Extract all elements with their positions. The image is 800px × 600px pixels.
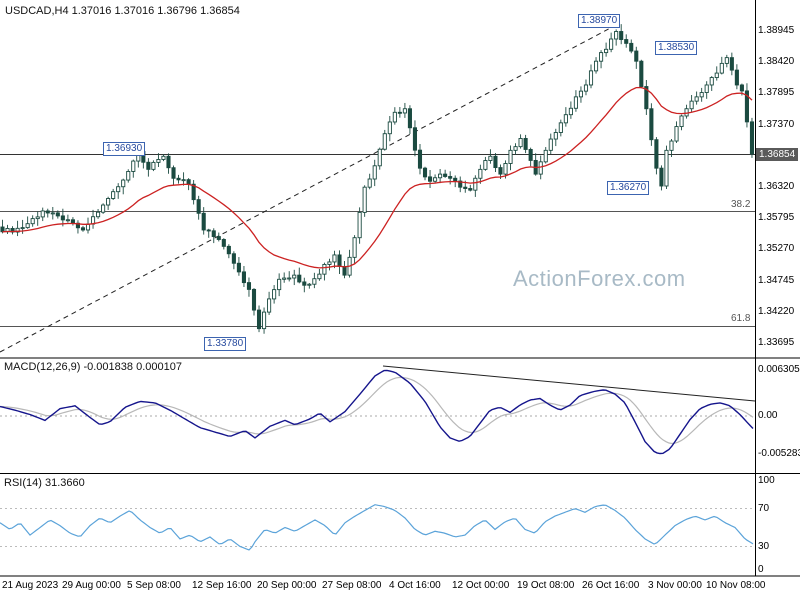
fib-label-382: 38.2	[731, 199, 751, 210]
chart-title: USDCAD,H4 1.37016 1.37016 1.36796 1.3685…	[5, 5, 240, 17]
macd-label: MACD(12,26,9) -0.001838 0.000107	[4, 361, 182, 373]
y-axis-tick: 1.36320	[758, 181, 795, 192]
x-axis-label: 26 Oct 16:00	[582, 580, 640, 591]
price-annotation: 1.38970	[578, 14, 621, 28]
x-axis-label: 5 Sep 08:00	[127, 580, 181, 591]
x-axis-label: 29 Aug 00:00	[62, 580, 121, 591]
macd-axis-tick: 0.00	[758, 410, 778, 421]
y-axis-tick: 1.37895	[758, 87, 795, 98]
x-axis-label: 4 Oct 16:00	[389, 580, 441, 591]
x-axis-label: 27 Sep 08:00	[322, 580, 382, 591]
x-axis-label: 19 Oct 08:00	[517, 580, 575, 591]
y-axis-tick: 1.38420	[758, 56, 795, 67]
y-axis-tick: 1.38945	[758, 25, 795, 36]
rsi-label: RSI(14) 31.3660	[4, 477, 85, 489]
rsi-axis-tick: 0	[758, 564, 764, 575]
x-axis-label: 3 Nov 00:00	[648, 580, 702, 591]
price-annotation: 1.36930	[103, 142, 146, 156]
rsi-axis-tick: 30	[758, 541, 770, 552]
watermark: ActionForex.com	[513, 266, 686, 291]
x-axis-label: 10 Nov 08:00	[706, 580, 766, 591]
fib-label-618: 61.8	[731, 313, 751, 324]
price-annotation: 1.36270	[607, 181, 650, 195]
y-axis-tick: 1.34745	[758, 275, 795, 286]
x-axis-label: 20 Sep 00:00	[257, 580, 317, 591]
price-annotation: 1.33780	[204, 337, 247, 351]
macd-axis-tick: -0.005283	[758, 448, 800, 459]
y-axis-tick: 1.34220	[758, 306, 795, 317]
current-price-tag: 1.36854	[756, 148, 799, 161]
rsi-axis-tick: 70	[758, 503, 770, 514]
rsi-axis-tick: 100	[758, 475, 775, 486]
y-axis-tick: 1.33695	[758, 337, 795, 348]
price-annotation: 1.38530	[655, 41, 698, 55]
y-axis-tick: 1.37370	[758, 119, 795, 130]
y-axis-tick: 1.35795	[758, 212, 795, 223]
macd-axis-tick: 0.006305	[758, 364, 800, 375]
x-axis-label: 12 Oct 00:00	[452, 580, 510, 591]
x-axis-label: 21 Aug 2023	[2, 580, 59, 591]
x-axis-label: 12 Sep 16:00	[192, 580, 252, 591]
y-axis-tick: 1.35270	[758, 243, 795, 254]
